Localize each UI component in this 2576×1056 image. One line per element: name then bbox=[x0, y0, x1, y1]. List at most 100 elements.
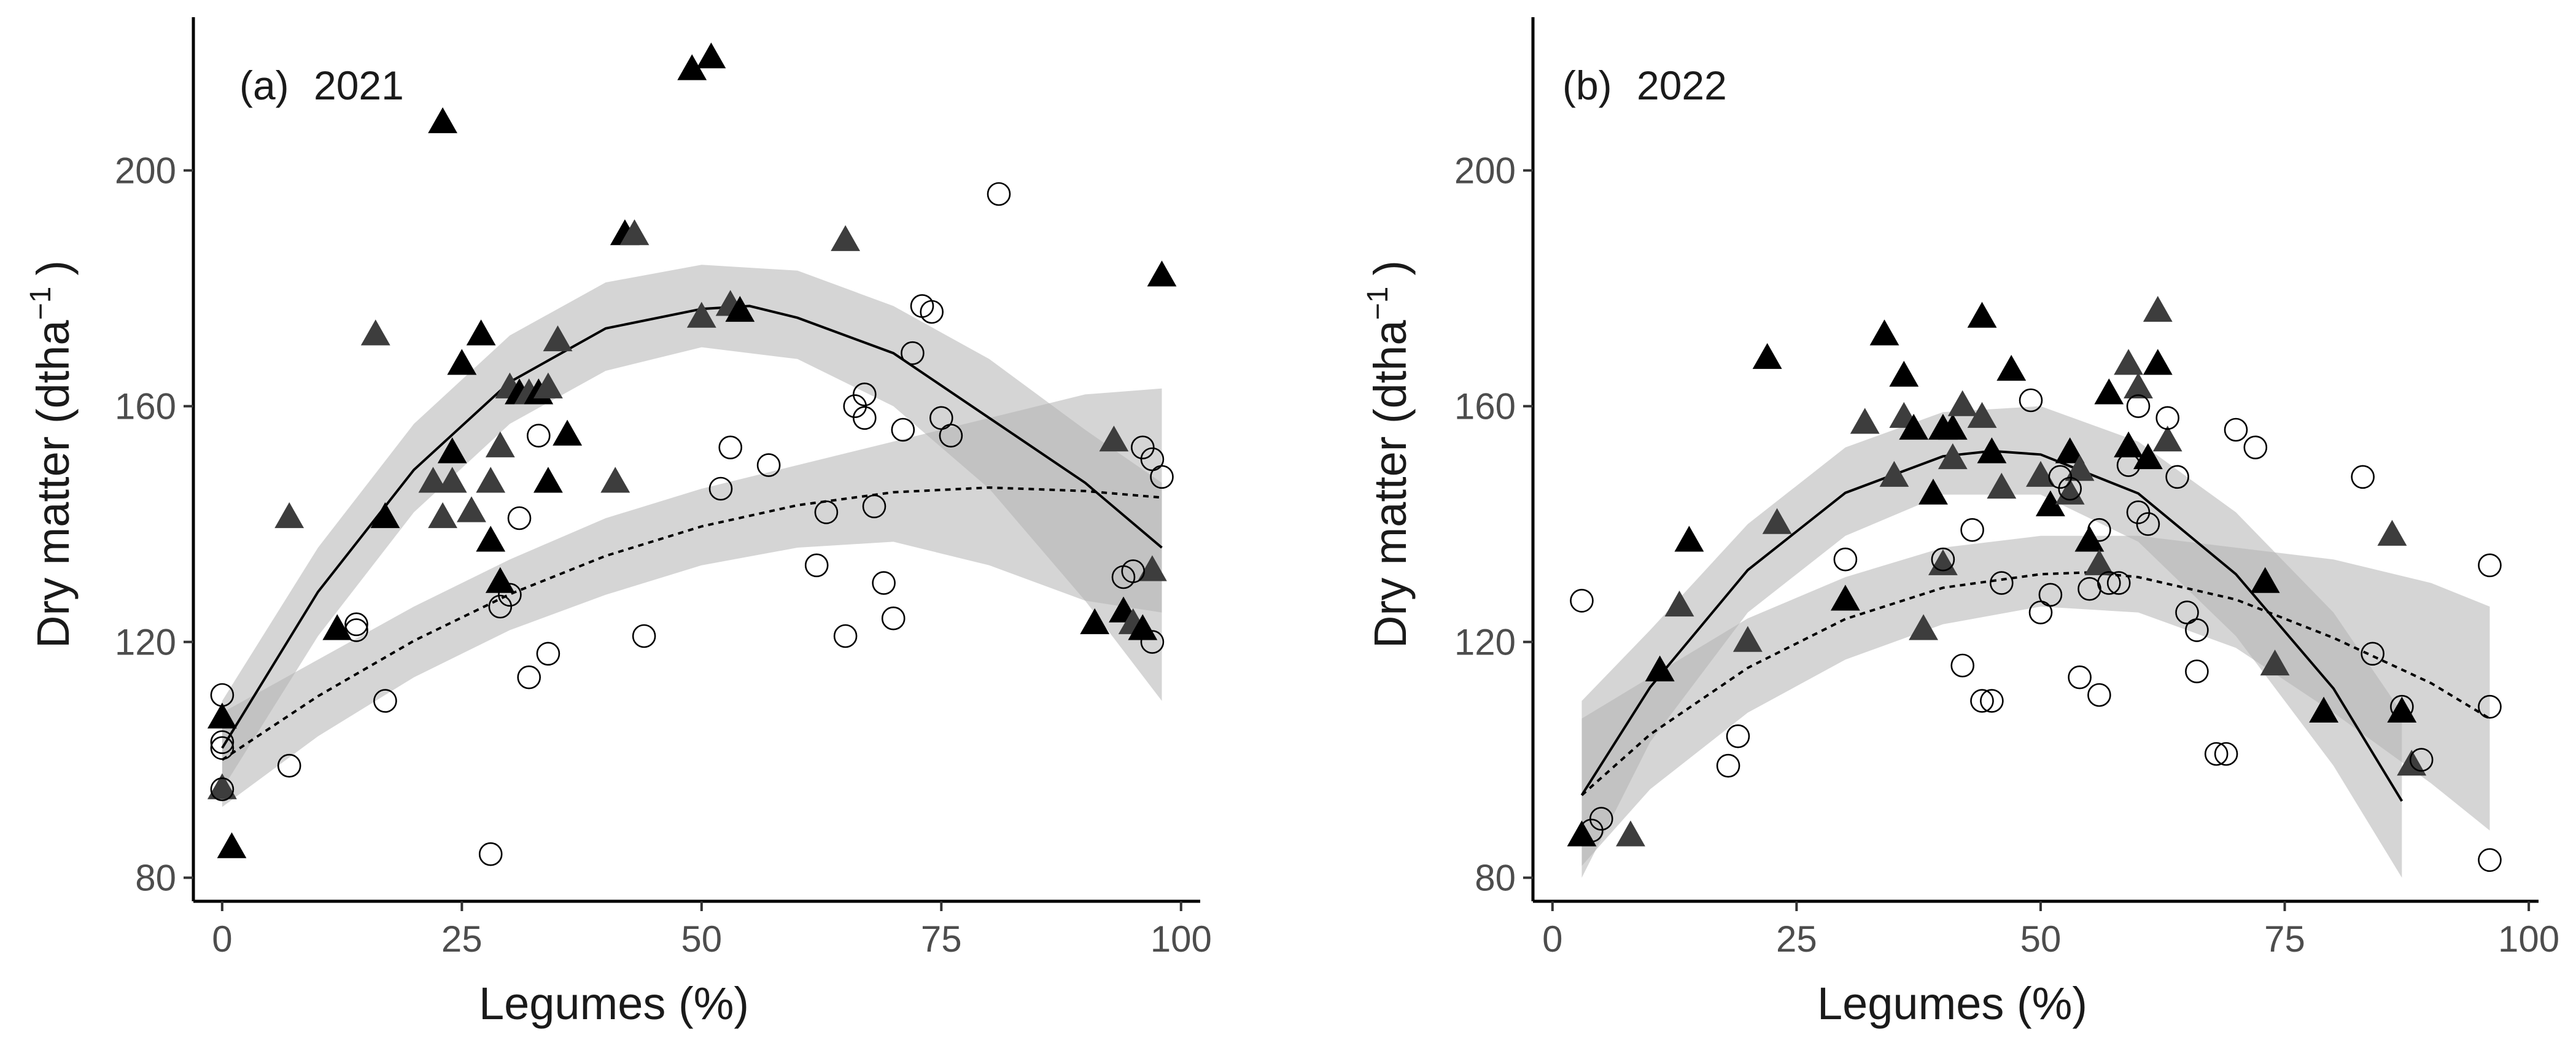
circle-point-a bbox=[526, 424, 551, 448]
triangle-point-a bbox=[600, 467, 630, 493]
panel-a-2021: 0 25 50 75 100 80 120 160 200 (a) 2021 Legumes (… bbox=[25, 17, 1212, 1029]
triangle-point-a bbox=[457, 496, 486, 522]
fit-line-circle-fit-a bbox=[221, 486, 1162, 761]
circle-point-a bbox=[344, 618, 368, 642]
circle-point-b bbox=[2185, 618, 2209, 642]
circle-point-b bbox=[1833, 547, 1858, 572]
circle-point-b bbox=[1570, 589, 1594, 613]
triangle-point-b bbox=[2055, 437, 2085, 464]
y-axis-title-main-a: Dry matter (dtha bbox=[28, 320, 79, 648]
x-axis-title-b: Legumes (%) bbox=[1817, 978, 2087, 1029]
circle-point-a bbox=[718, 435, 742, 460]
x-tick-label-b: 25 bbox=[1776, 918, 1817, 960]
circle-point-a bbox=[210, 736, 235, 760]
triangle-point-a bbox=[418, 467, 448, 493]
y-axis-title-sup-b: −1 bbox=[1362, 287, 1394, 320]
circle-point-a bbox=[498, 583, 522, 607]
circle-point-b bbox=[2409, 748, 2434, 772]
circle-point-a bbox=[277, 753, 301, 778]
triangle-point-b bbox=[1664, 591, 1694, 617]
triangle-point-a bbox=[1099, 425, 1129, 452]
circle-point-a bbox=[344, 612, 368, 637]
triangle-point-a bbox=[447, 349, 477, 375]
circle-point-b bbox=[2361, 642, 2384, 666]
confidence-band-triangle-fit-b bbox=[1581, 406, 2402, 878]
triangle-point-b bbox=[1918, 478, 1948, 505]
circle-point-b bbox=[2087, 518, 2111, 542]
circle-point-b bbox=[2087, 683, 2111, 707]
circle-point-b bbox=[1580, 818, 1604, 843]
triangle-point-b bbox=[1938, 443, 1968, 470]
circle-point-b bbox=[2204, 742, 2229, 766]
circle-point-a bbox=[1150, 465, 1174, 489]
triangle-point-b bbox=[1869, 319, 1899, 346]
circle-point-b bbox=[2214, 742, 2238, 766]
triangle-point-b bbox=[1967, 301, 1997, 328]
circle-point-a bbox=[862, 494, 886, 519]
triangle-point-a bbox=[274, 502, 305, 529]
triangle-point-b bbox=[2250, 567, 2280, 593]
triangle-point-a bbox=[360, 319, 390, 346]
x-tick-label-a: 75 bbox=[921, 918, 962, 960]
panel-year-b: 2022 bbox=[1637, 63, 1727, 108]
circle-point-b bbox=[2126, 394, 2151, 418]
triangle-point-b bbox=[2065, 455, 2095, 481]
triangle-point-b bbox=[1645, 655, 1675, 681]
triangle-point-b bbox=[2260, 650, 2290, 676]
circle-point-b bbox=[1716, 753, 1740, 778]
triangle-point-b bbox=[1928, 549, 1958, 575]
y-tick-label-a: 200 bbox=[115, 150, 176, 192]
x-tick-label-b: 0 bbox=[1542, 918, 1562, 960]
y-axis-title-close-b: ) bbox=[1365, 260, 1416, 276]
y-axis-title-b: Dry matter (dtha−1) bbox=[1362, 260, 1416, 648]
y-tick-label-b: 120 bbox=[1454, 622, 1516, 663]
triangle-point-b bbox=[1616, 820, 1645, 847]
circle-point-b bbox=[2019, 388, 2043, 413]
triangle-point-a bbox=[207, 702, 237, 729]
circle-point-b bbox=[2038, 583, 2063, 607]
triangle-point-b bbox=[1996, 355, 2027, 381]
y-axis-title-main-b: Dry matter (dtha bbox=[1365, 320, 1416, 648]
axes-b: 0 25 50 75 100 80 120 160 200 bbox=[1454, 17, 2559, 960]
triangle-point-a bbox=[428, 502, 457, 529]
confidence-band-circle-fit-a bbox=[222, 388, 1162, 807]
y-tick-label-b: 80 bbox=[1475, 858, 1516, 899]
axes-a: 0 25 50 75 100 80 120 160 200 bbox=[115, 17, 1212, 960]
panel-letter-a: (a) bbox=[239, 63, 289, 108]
circle-point-b bbox=[2126, 500, 2151, 524]
triangle-point-a bbox=[476, 467, 506, 493]
triangle-point-a bbox=[217, 832, 247, 858]
y-axis-title-sup-a: −1 bbox=[25, 287, 57, 320]
y-tick-label-a: 160 bbox=[115, 386, 176, 427]
circle-point-b bbox=[1980, 689, 2004, 713]
circle-point-a bbox=[507, 506, 532, 530]
circle-point-a bbox=[853, 406, 877, 430]
circle-point-a bbox=[1140, 630, 1165, 654]
y-tick-label-b: 200 bbox=[1454, 150, 1516, 192]
circle-point-a bbox=[881, 606, 906, 631]
circle-point-a bbox=[1121, 559, 1145, 583]
triangle-point-b bbox=[1879, 460, 1909, 487]
y-axis-title-a: Dry matter (dtha−1) bbox=[25, 260, 79, 648]
circle-point-a bbox=[373, 689, 397, 713]
circle-point-b bbox=[1970, 689, 1994, 713]
triangle-point-a bbox=[686, 301, 716, 328]
triangle-point-b bbox=[2377, 519, 2407, 546]
panel-label-b: (b) 2022 bbox=[1562, 63, 1727, 108]
x-tick-label-a: 0 bbox=[212, 918, 232, 960]
triangle-point-a bbox=[533, 372, 563, 398]
triangle-point-b bbox=[1967, 402, 1997, 428]
triangle-point-b bbox=[1889, 360, 1919, 387]
circle-point-a bbox=[210, 730, 235, 755]
circle-point-b bbox=[2243, 435, 2268, 460]
triangle-point-a bbox=[485, 567, 515, 593]
triangle-point-a bbox=[533, 467, 563, 493]
circle-point-b bbox=[1589, 807, 1613, 831]
triangle-point-a bbox=[725, 296, 755, 322]
triangle-point-a bbox=[1128, 614, 1158, 640]
triangle-point-b bbox=[1567, 820, 1597, 847]
confidence-band-circle-fit-b bbox=[1581, 535, 2490, 866]
circle-point-b bbox=[2478, 848, 2502, 872]
triangle-point-b bbox=[1674, 526, 1704, 552]
y-axis-title-close-a: ) bbox=[28, 260, 79, 276]
